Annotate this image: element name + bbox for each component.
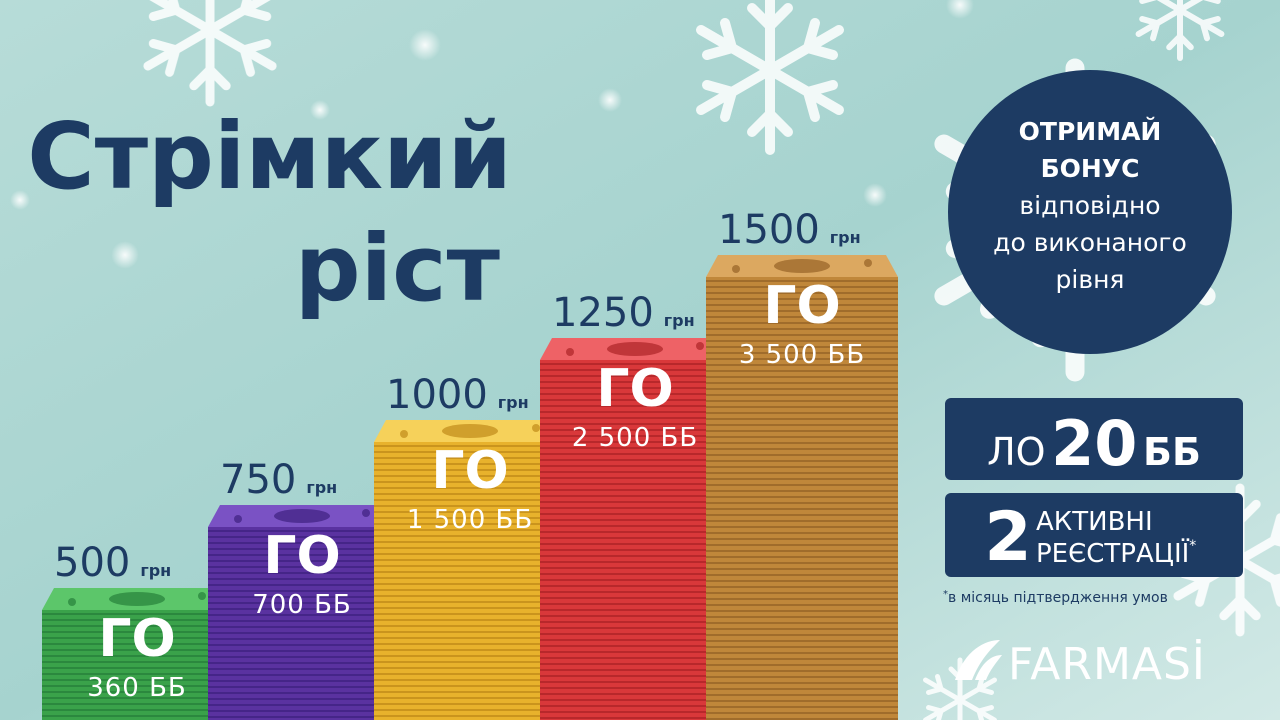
stack-body bbox=[208, 527, 396, 720]
amount-number: 500 bbox=[54, 540, 130, 586]
stacks: ГО 360 ББ 500 грн ГО 700 ББ 750 грн ГО 1 500 ББ 10… bbox=[42, 207, 898, 720]
amount-unit: грн bbox=[306, 478, 337, 497]
bill-mark bbox=[607, 342, 663, 356]
level-label: ГО bbox=[98, 609, 175, 669]
bill-dot bbox=[198, 592, 206, 600]
title-line: ріст bbox=[295, 215, 500, 322]
bill-dot bbox=[68, 598, 76, 606]
registrations-mark: * bbox=[1189, 538, 1196, 554]
bill-dot bbox=[566, 348, 574, 356]
sparkles bbox=[10, 0, 974, 269]
bill-dot bbox=[732, 265, 740, 273]
level-label: ГО bbox=[763, 276, 840, 336]
registrations-number: 2 bbox=[984, 498, 1031, 577]
amount-number: 1500 bbox=[718, 207, 820, 253]
money-stack: ГО 3 500 ББ 1500 грн bbox=[706, 207, 898, 720]
registrations-line: РЕЄСТРАЦІЇ* bbox=[1036, 537, 1196, 569]
bill-mark bbox=[109, 592, 165, 606]
level-points: 2 500 ББ bbox=[572, 423, 698, 453]
money-stack: ГО 700 ББ 750 грн bbox=[208, 457, 396, 720]
bill-mark bbox=[442, 424, 498, 438]
badge-line: БОНУС bbox=[1041, 154, 1140, 183]
badge-text: ОТРИМАЙ БОНУС відповідно до виконаного рівня bbox=[993, 117, 1187, 294]
level-points: 1 500 ББ bbox=[407, 505, 533, 535]
lo-condition: ЛО 20 ББ bbox=[987, 407, 1201, 480]
registrations-line2: РЕЄСТРАЦІЇ bbox=[1036, 537, 1190, 569]
level-amount: 750 грн bbox=[220, 457, 337, 503]
bill-mark bbox=[774, 259, 830, 273]
money-stack: ГО 360 ББ 500 грн bbox=[42, 540, 232, 720]
title-line: Стрімкий bbox=[27, 103, 512, 210]
amount-number: 1250 bbox=[552, 290, 654, 336]
bill-dot bbox=[696, 342, 704, 350]
bill-dot bbox=[864, 259, 872, 267]
level-points: 700 ББ bbox=[252, 590, 352, 620]
bill-dot bbox=[362, 509, 370, 517]
footnote: *в місяць підтвердження умов bbox=[943, 589, 1168, 606]
amount-number: 750 bbox=[220, 457, 296, 503]
footnote-mark: * bbox=[943, 589, 948, 600]
amount-unit: грн bbox=[830, 228, 861, 247]
level-label: ГО bbox=[431, 441, 508, 501]
logo-icon bbox=[955, 640, 1002, 680]
level-amount: 1500 грн bbox=[718, 207, 861, 253]
money-stack: ГО 2 500 ББ 1250 грн bbox=[540, 290, 730, 720]
amount-unit: грн bbox=[664, 311, 695, 330]
amount-unit: грн bbox=[498, 393, 529, 412]
badge-circle bbox=[948, 70, 1232, 354]
level-label: ГО bbox=[596, 359, 673, 419]
money-stack: ГО 1 500 ББ 1000 грн bbox=[374, 372, 566, 720]
bill-dot bbox=[532, 424, 540, 432]
level-points: 3 500 ББ bbox=[739, 340, 865, 370]
stack-body bbox=[540, 360, 730, 720]
logo: FARMASİ bbox=[1008, 638, 1206, 690]
stack-body bbox=[42, 610, 232, 720]
level-points: 360 ББ bbox=[87, 673, 187, 703]
amount-number: 1000 bbox=[386, 372, 488, 418]
lo-number: 20 bbox=[1051, 407, 1137, 480]
badge-line: рівня bbox=[1056, 265, 1125, 294]
footnote-text: в місяць підтвердження умов bbox=[948, 590, 1168, 606]
badge-line: відповідно bbox=[1019, 191, 1160, 220]
condition-box bbox=[945, 398, 1243, 480]
stack-body bbox=[706, 277, 898, 720]
bill-dot bbox=[234, 515, 242, 523]
level-amount: 1000 грн bbox=[386, 372, 529, 418]
registrations-line: АКТИВНІ bbox=[1036, 507, 1153, 537]
badge-line: до виконаного bbox=[993, 228, 1187, 257]
level-amount: 500 грн bbox=[54, 540, 171, 586]
badge-line: ОТРИМАЙ bbox=[1019, 117, 1162, 146]
bill-mark bbox=[274, 509, 330, 523]
level-amount: 1250 грн bbox=[552, 290, 695, 336]
lo-prefix: ЛО bbox=[987, 430, 1045, 474]
level-label: ГО bbox=[263, 526, 340, 586]
bill-dot bbox=[400, 430, 408, 438]
amount-unit: грн bbox=[140, 561, 171, 580]
condition-box bbox=[945, 493, 1243, 577]
lo-unit: ББ bbox=[1143, 430, 1201, 474]
